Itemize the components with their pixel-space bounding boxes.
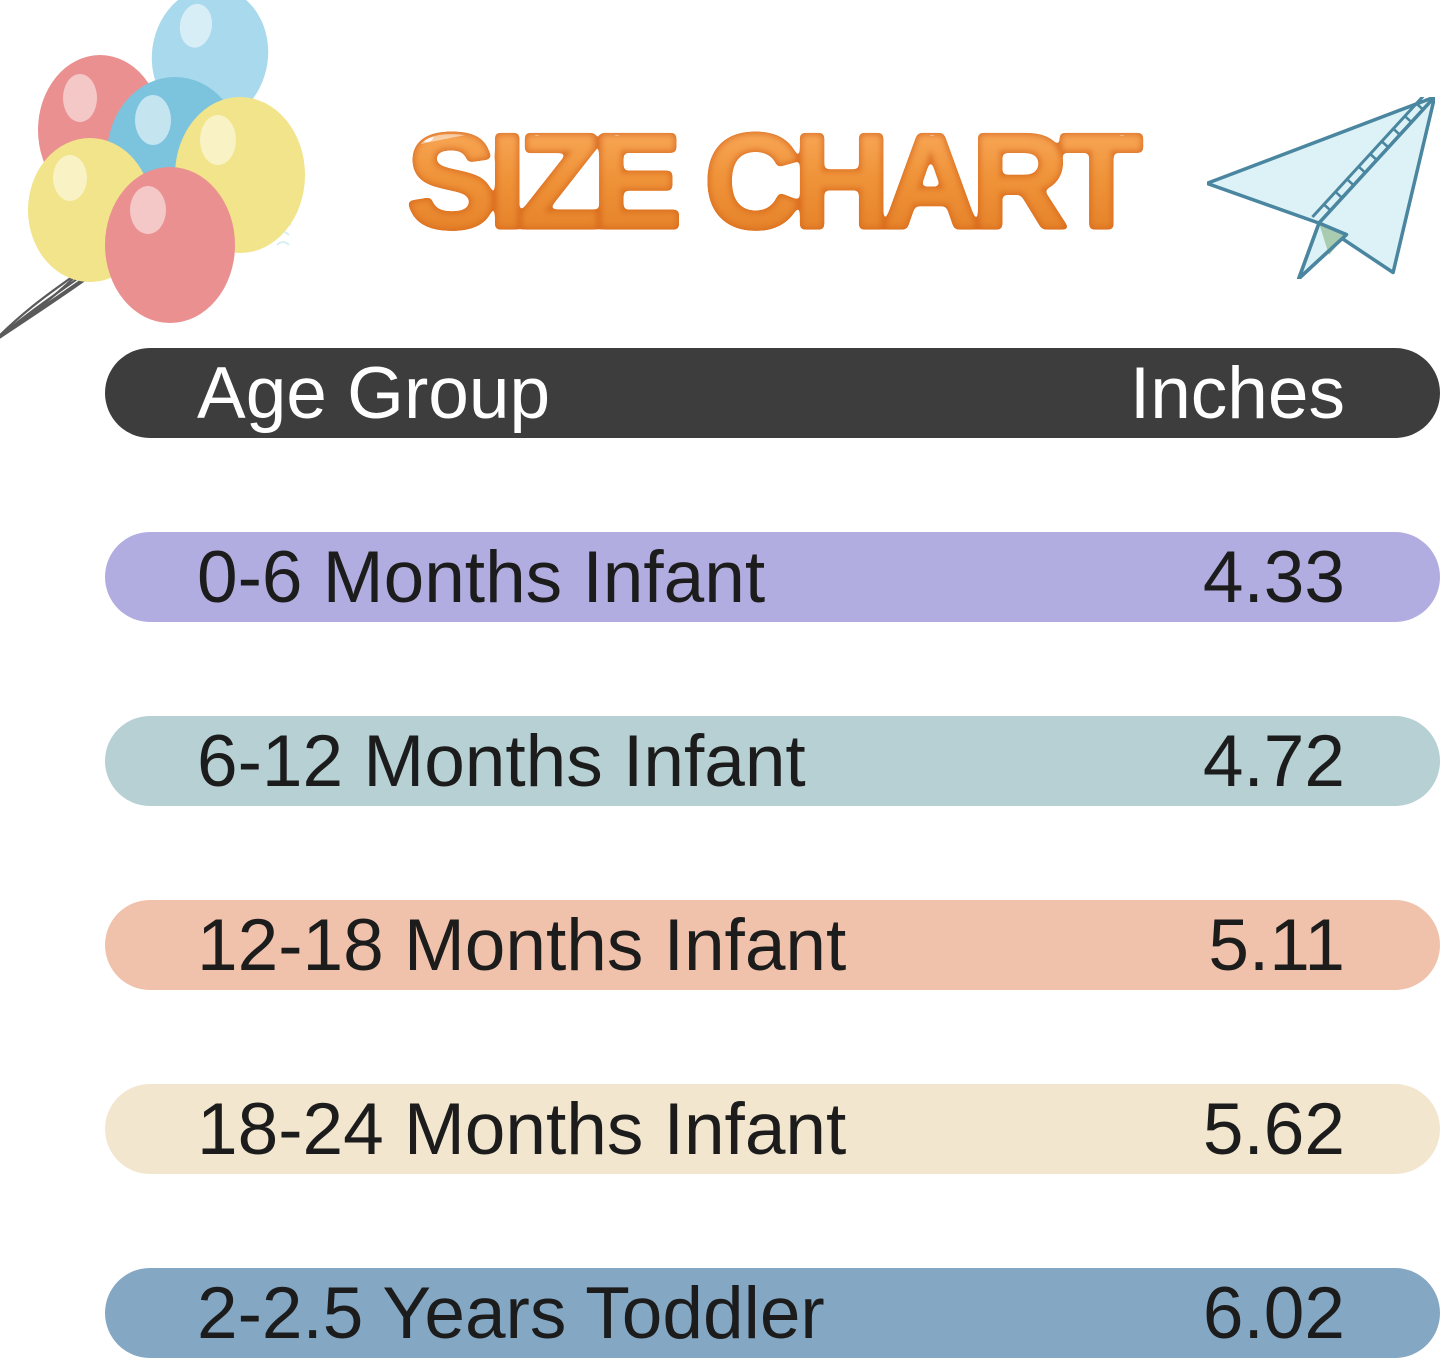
- svg-text:SIZE CHART: SIZE CHART: [407, 108, 1141, 256]
